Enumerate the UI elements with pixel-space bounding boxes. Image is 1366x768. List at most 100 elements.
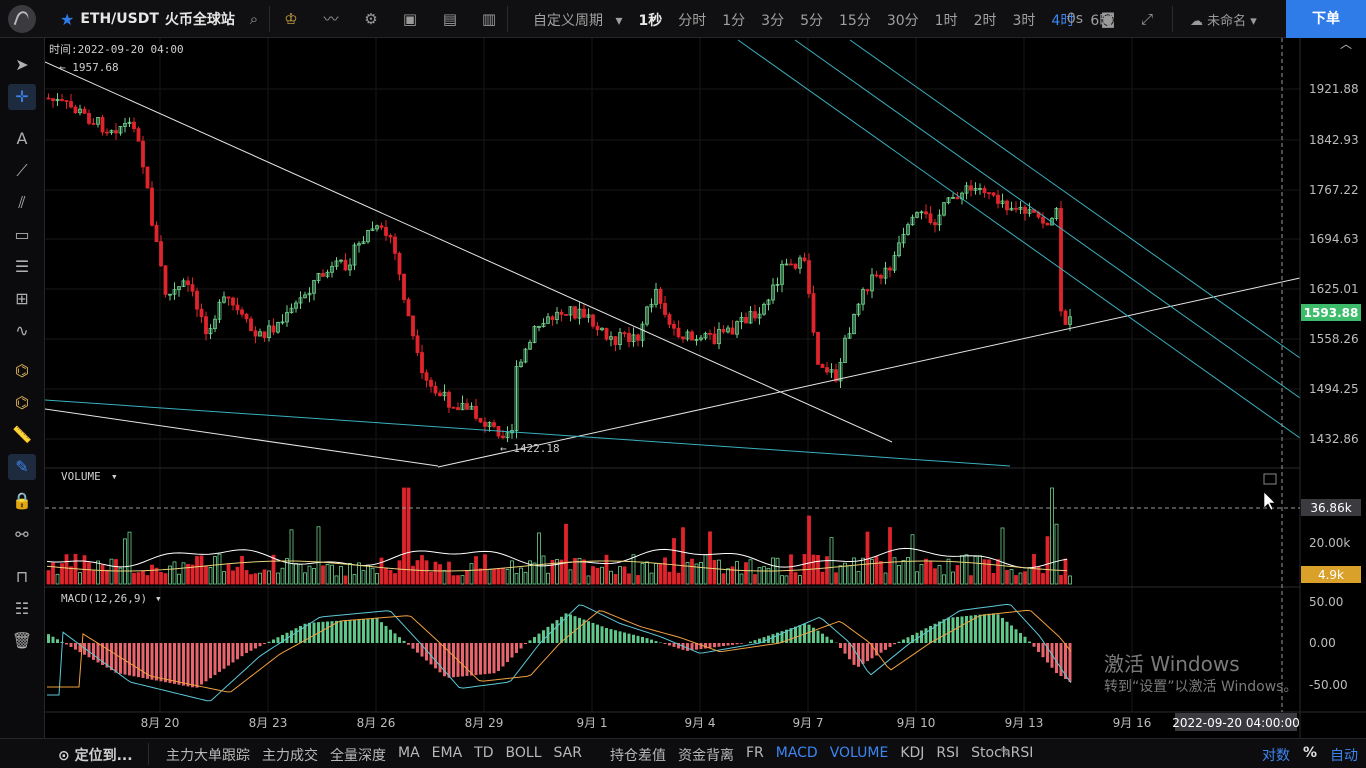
candles xyxy=(46,93,1072,443)
candle xyxy=(402,273,406,300)
chart-area[interactable]: 1921.88 1842.93 1767.22 1694.63 1625.01 1558.… xyxy=(44,37,1366,738)
tab-1h[interactable]: 1时 xyxy=(934,13,958,29)
indicator-td[interactable]: TD xyxy=(474,745,494,761)
volume-bar xyxy=(276,572,280,585)
macd-bar xyxy=(938,621,941,643)
macd-bar xyxy=(830,639,833,643)
fib-levels-icon[interactable]: ☰ xyxy=(14,257,30,276)
macd-bar xyxy=(798,625,802,643)
volume-bar xyxy=(388,569,393,585)
volume-bar xyxy=(910,534,915,585)
macd-bar xyxy=(978,614,982,643)
tab-2h[interactable]: 2时 xyxy=(973,13,997,29)
scale-auto-toggle[interactable]: 自动 xyxy=(1330,748,1358,764)
cursor-arrow-icon[interactable]: ➤ xyxy=(15,55,29,74)
indicator-sar[interactable]: SAR xyxy=(553,745,582,761)
volume-bar xyxy=(982,559,987,585)
crown-icon[interactable]: ♔ xyxy=(284,10,298,28)
macd-bar xyxy=(690,643,694,651)
trendline-icon[interactable]: ⟋ xyxy=(16,161,28,180)
pencil-icon[interactable]: ✎ xyxy=(8,454,36,480)
crosshair-icon[interactable]: ✛ xyxy=(8,84,36,110)
trash-icon[interactable]: 🗑 xyxy=(11,631,33,650)
indicator-持仓差值[interactable]: 持仓差值 xyxy=(609,748,666,764)
tab-3h[interactable]: 3时 xyxy=(1012,13,1036,29)
edit-list-icon[interactable]: ☷ xyxy=(14,599,30,618)
candle xyxy=(51,98,55,102)
volume-current-label: 4.9k xyxy=(1318,568,1344,582)
volume-bar xyxy=(915,571,919,585)
macd-bar xyxy=(1010,625,1013,643)
candle xyxy=(942,202,946,216)
rectangle-icon[interactable]: ▭ xyxy=(14,225,30,244)
bookmark-icon[interactable]: ⊓ xyxy=(15,567,29,586)
candle xyxy=(897,242,901,257)
symbol-selector[interactable]: ★ ETH/USDT 火币全球站 xyxy=(60,9,235,29)
favorite-star-icon[interactable]: ★ xyxy=(60,9,75,29)
indicator-资金背离[interactable]: 资金背离 xyxy=(677,748,734,764)
divider xyxy=(1172,6,1173,32)
indicator-全量深度[interactable]: 全量深度 xyxy=(330,748,386,764)
tab-5m[interactable]: 5分 xyxy=(800,13,823,29)
tab-4h[interactable]: 4时 xyxy=(1051,13,1075,29)
layout-icon[interactable]: ▥ xyxy=(481,10,497,28)
candle xyxy=(555,311,559,320)
text-tool-icon[interactable]: A xyxy=(16,129,28,148)
indicator-icon[interactable]: 〰 xyxy=(323,10,339,28)
macd-bar xyxy=(641,637,644,643)
indicator-volume[interactable]: VOLUME xyxy=(829,745,889,761)
pattern-icon[interactable]: ∿ xyxy=(15,321,29,340)
template-icon[interactable]: ▤ xyxy=(442,10,458,28)
magnet-icon[interactable]: ⌬ xyxy=(15,361,29,380)
tab-6h[interactable]: 6时 xyxy=(1090,13,1114,29)
indicator-macd[interactable]: MACD xyxy=(775,745,818,761)
macd-bar xyxy=(74,643,77,650)
indicator-主力成交[interactable]: 主力成交 xyxy=(262,748,318,764)
date-tick: 9月 1 xyxy=(576,716,607,730)
tab-3m[interactable]: 3分 xyxy=(761,13,785,29)
magnet-strong-icon[interactable]: ⌬ xyxy=(15,393,29,412)
macd-menu-icon: ▾ xyxy=(155,592,162,605)
candle xyxy=(280,321,285,324)
edit-indicators-icon[interactable]: ✎ xyxy=(1000,745,1012,761)
pitchfork-icon[interactable]: ⫽ xyxy=(18,193,26,212)
lock-icon[interactable]: 🔒 xyxy=(12,491,32,510)
layout-save-dropdown[interactable]: ☁ 未命名 ▾ xyxy=(1190,14,1257,29)
locate-button[interactable]: ⊙ 定位到... xyxy=(58,748,133,764)
indicator-stochrsi[interactable]: StochRSI xyxy=(971,745,1034,761)
price-tick: 1921.88 xyxy=(1309,82,1359,96)
order-button[interactable]: 下单 xyxy=(1286,0,1366,38)
ruler-icon[interactable]: 📏 xyxy=(12,425,32,444)
indicator-主力大单跟踪[interactable]: 主力大单跟踪 xyxy=(166,748,250,764)
search-icon[interactable]: ⌕ xyxy=(249,10,259,28)
visibility-icon[interactable]: ⚯ xyxy=(15,525,29,544)
candle xyxy=(289,307,294,313)
tab-timeshare[interactable]: 分时 xyxy=(678,13,707,29)
time-readout: 时间:2022-09-20 04:00 xyxy=(49,43,184,56)
indicator-boll[interactable]: BOLL xyxy=(505,745,542,761)
grid-tool-icon[interactable]: ⊞ xyxy=(15,289,29,308)
scale-log-toggle[interactable]: 对数 xyxy=(1262,748,1290,764)
chart-type-icon[interactable]: ▣ xyxy=(402,10,418,28)
macd-bar xyxy=(1037,643,1040,652)
tab-custom-period[interactable]: 自定义周期 ▾ xyxy=(533,13,623,29)
macd-bar xyxy=(515,643,518,653)
indicator-kdj[interactable]: KDJ xyxy=(900,745,925,761)
candle xyxy=(996,194,1000,204)
tab-1m[interactable]: 1分 xyxy=(722,13,746,29)
tab-15m[interactable]: 15分 xyxy=(839,13,871,29)
fullscreen-icon[interactable]: ⤢ xyxy=(1140,10,1153,28)
indicator-fr[interactable]: FR xyxy=(745,745,764,761)
volume-bar xyxy=(1041,573,1045,585)
candle xyxy=(411,315,415,337)
candlestick-chart[interactable]: 1921.88 1842.93 1767.22 1694.63 1625.01 1558.… xyxy=(44,37,1366,738)
gear-icon[interactable]: ⚙ xyxy=(364,10,378,28)
scale-percent-toggle[interactable]: % xyxy=(1303,745,1318,761)
camera-icon[interactable]: ◙ xyxy=(1100,10,1116,28)
tab-1s[interactable]: 1秒 xyxy=(638,13,663,29)
tab-30m[interactable]: 30分 xyxy=(886,13,919,29)
candle xyxy=(91,122,96,125)
indicator-ema[interactable]: EMA xyxy=(431,745,463,761)
indicator-ma[interactable]: MA xyxy=(398,745,420,761)
indicator-rsi[interactable]: RSI xyxy=(936,745,960,761)
